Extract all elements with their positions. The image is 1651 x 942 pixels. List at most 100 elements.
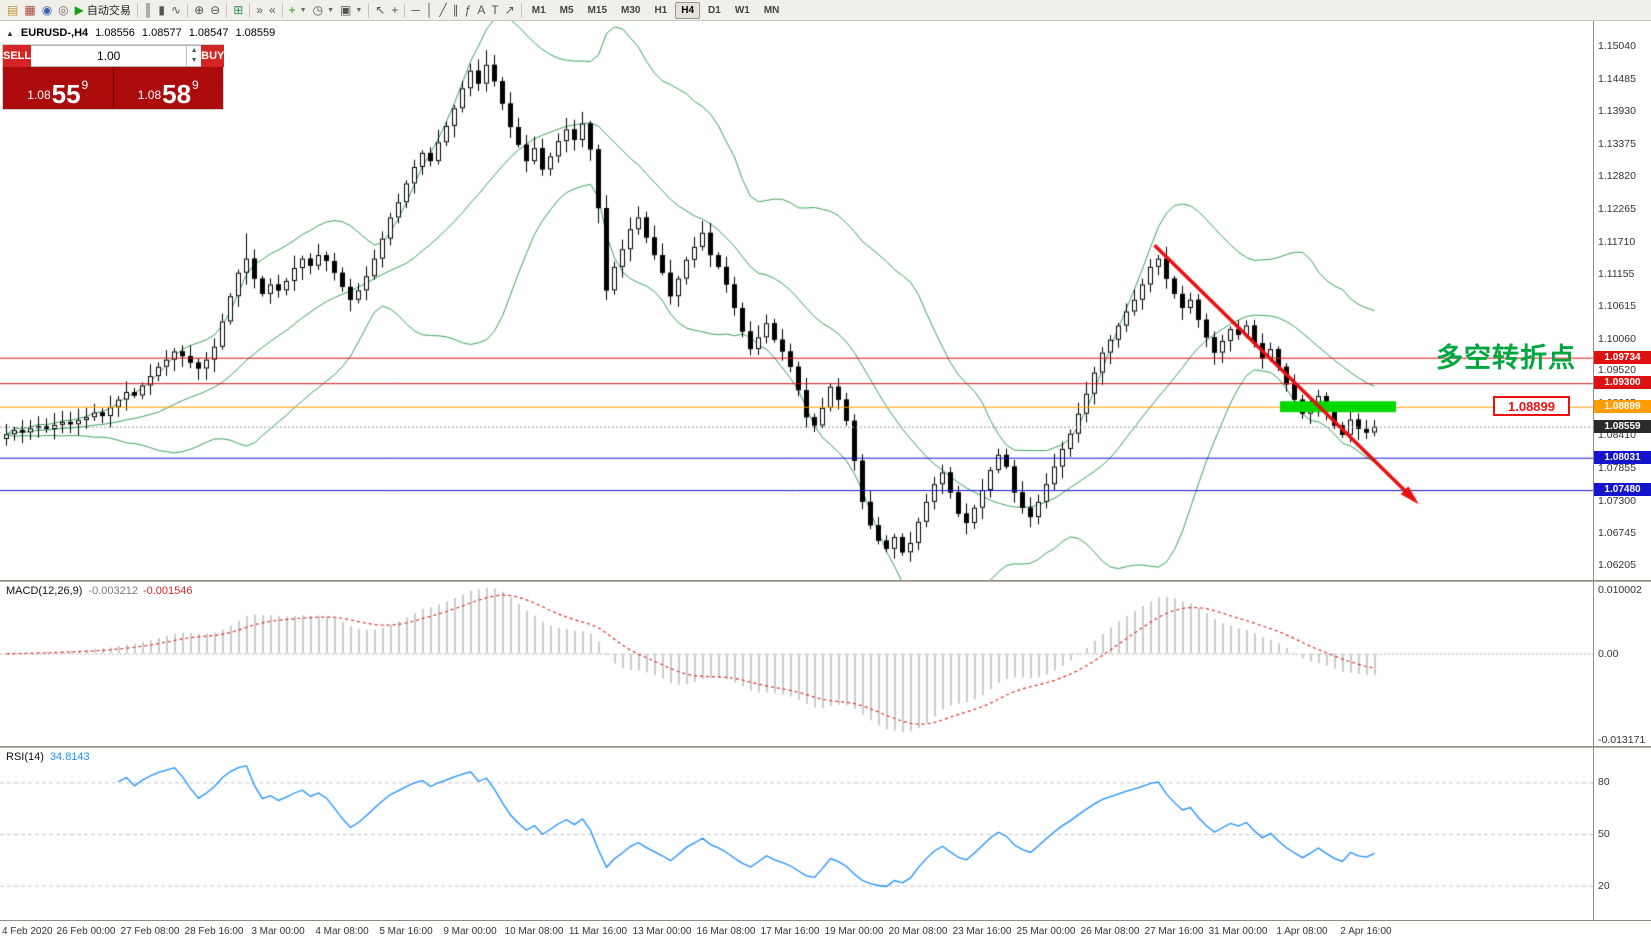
toolbar-market-watch-icon[interactable]: ◉ [39, 2, 55, 19]
level-tag-1.08031: 1.08031 [1594, 450, 1651, 464]
trendline-icon: ╱ [439, 2, 447, 17]
symbol-period-label: EURUSD-,H4 [20, 27, 89, 39]
timeframe-M1[interactable]: M1 [531, 4, 546, 16]
volume-spin-down-icon[interactable]: ▼ [190, 57, 198, 64]
toolbar-horizontal-line-icon[interactable]: ─ [408, 2, 423, 19]
time-axis-label: 20 Mar 08:00 [888, 926, 948, 937]
ask-price[interactable]: 1.08 58 9 [114, 67, 224, 109]
toolbar: ▤ ▦ ◉ ◎ ▶ 自动交易 ║ ▮ ∿ ⊕ ⊖ ⊞ » « + ▼ ◷ ▼ ▣ ▼ ↖ + ─ │ ╱ ∥ ƒ A T ↗ M1 M5 M1… [0, 0, 1651, 21]
rsi-scale-label: 20 [1598, 879, 1610, 892]
toolbar-text-label-icon[interactable]: T [488, 2, 501, 19]
toolbar-zoom-out-icon[interactable]: ⊖ [207, 2, 223, 19]
timeframe-M15[interactable]: M15 [587, 4, 607, 16]
time-axis-label: 23 Mar 16:00 [952, 926, 1012, 937]
bid-price-pips: 55 [51, 79, 81, 109]
toolbar-chart-shift-icon[interactable]: « [266, 2, 279, 19]
time-axis-label: 13 Mar 00:00 [632, 926, 692, 937]
current-price-tag: 1.08559 [1594, 419, 1651, 433]
toolbar-channel-icon[interactable]: ∥ [450, 2, 462, 19]
toolbar-separator [520, 2, 522, 18]
time-axis-label: 25 Mar 00:00 [1016, 926, 1076, 937]
toolbar-trendline-icon[interactable]: ╱ [436, 2, 449, 19]
toolbar-crosshair-icon[interactable]: + [388, 2, 401, 19]
collapse-trade-panel-icon[interactable]: ▲ [6, 28, 14, 38]
timeframe-D1[interactable]: D1 [708, 4, 721, 16]
time-axis-label: 28 Feb 16:00 [184, 926, 244, 937]
toolbar-templates-icon[interactable]: ▣ ▼ [337, 2, 365, 19]
toolbar-autotrading-button[interactable]: ▶ 自动交易 [72, 2, 134, 19]
timeframe-W1[interactable]: W1 [734, 4, 750, 16]
toolbar-arrows-icon[interactable]: ↗ [502, 2, 518, 19]
volume-input[interactable] [31, 46, 187, 66]
zoom-out-icon: ⊖ [210, 2, 221, 17]
time-axis-label: 17 Mar 16:00 [760, 926, 820, 937]
level-tag-1.09734: 1.09734 [1594, 350, 1651, 364]
buy-button[interactable]: BUY [201, 45, 225, 67]
toolbar-new-order-icon[interactable]: ▤ [4, 2, 21, 19]
toolbar-alerts-icon[interactable]: ◎ [55, 2, 71, 19]
toolbar-cursor-icon[interactable]: ↖ [372, 2, 388, 19]
time-axis-line [0, 920, 1651, 921]
timeframe-H1[interactable]: H1 [654, 4, 668, 16]
quote-low: 1.08547 [188, 27, 229, 39]
toolbar-periods-icon[interactable]: ◷ ▼ [310, 2, 337, 19]
time-axis-label: 26 Mar 08:00 [1080, 926, 1140, 937]
horizontal-line-icon: ─ [411, 2, 420, 17]
volume-spin-up-icon[interactable]: ▲ [190, 47, 198, 54]
time-axis-label: 16 Mar 08:00 [696, 926, 756, 937]
timeframe-MN[interactable]: MN [763, 4, 780, 16]
timeframe-H4[interactable]: H4 [675, 1, 701, 19]
rsi-value: 34.8143 [49, 751, 90, 763]
time-axis-label: 19 Mar 00:00 [824, 926, 884, 937]
volume-spinner: ▲ ▼ [186, 46, 201, 66]
panel-splitter-rsi[interactable] [0, 746, 1651, 748]
main-chart-canvas[interactable] [0, 21, 1593, 580]
bar-chart-icon: ║ [143, 2, 153, 17]
toolbar-bar-chart-icon[interactable]: ║ [141, 2, 156, 19]
vertical-line-icon: │ [425, 2, 434, 17]
toolbar-line-chart-icon[interactable]: ∿ [168, 2, 184, 19]
quote-high: 1.08577 [141, 27, 182, 39]
alerts-icon: ◎ [58, 2, 69, 17]
macd-panel-canvas[interactable] [0, 582, 1593, 746]
timeframe-M5[interactable]: M5 [559, 4, 574, 16]
sell-button[interactable]: SELL [3, 45, 32, 67]
toolbar-chart-window-icon[interactable]: ▦ [21, 2, 38, 19]
time-axis-label: 4 Feb 2020 [2, 926, 53, 937]
price-scale-label: 1.12820 [1598, 170, 1636, 183]
channel-icon: ∥ [452, 2, 459, 17]
one-click-trading-panel: SELL ▲ ▼ BUY 1.08 55 9 1.08 58 9 [3, 45, 225, 109]
candlestick-chart-icon: ▮ [158, 2, 166, 17]
price-scale-label: 1.15040 [1598, 40, 1636, 52]
rsi-panel-canvas[interactable] [0, 748, 1593, 920]
time-axis-label: 11 Mar 16:00 [568, 926, 628, 937]
toolbar-tile-windows-icon[interactable]: ⊞ [230, 2, 246, 19]
toolbar-vertical-line-icon[interactable]: │ [423, 2, 437, 19]
bid-price[interactable]: 1.08 55 9 [3, 67, 114, 109]
price-scale-label: 1.12265 [1598, 203, 1636, 215]
toolbar-separator [404, 2, 406, 18]
toolbar-text-icon[interactable]: A [474, 2, 488, 19]
toolbar-indicators-icon[interactable]: + ▼ [286, 2, 310, 19]
price-scale-label: 1.07300 [1598, 494, 1636, 507]
toolbar-candlestick-chart-icon[interactable]: ▮ [155, 2, 168, 19]
timeframe-M30[interactable]: M30 [621, 4, 641, 16]
time-axis-label: 4 Mar 08:00 [315, 926, 369, 937]
toolbar-separator [136, 2, 138, 18]
panel-splitter-macd[interactable] [0, 580, 1651, 582]
toolbar-separator [281, 2, 283, 18]
rsi-title-row: RSI(14) 34.8143 [6, 751, 90, 763]
bid-price-figure: 1.08 [27, 88, 51, 102]
macd-title: MACD(12,26,9) [6, 585, 83, 597]
price-scale-label: 1.11710 [1598, 235, 1636, 248]
time-axis-label: 3 Mar 00:00 [251, 926, 305, 937]
templates-icon-caret: ▼ [355, 6, 363, 14]
autotrading-button: ▶ [74, 2, 84, 17]
toolbar-separator [226, 2, 228, 18]
time-axis-label: 1 Apr 08:00 [1276, 926, 1328, 937]
macd-title-row: MACD(12,26,9) -0.003212 -0.001546 [6, 585, 193, 597]
price-scale-label: 1.11155 [1598, 268, 1635, 281]
toolbar-fibonacci-icon[interactable]: ƒ [462, 2, 475, 19]
toolbar-auto-scroll-icon[interactable]: » [253, 2, 266, 19]
toolbar-zoom-in-icon[interactable]: ⊕ [191, 2, 207, 19]
